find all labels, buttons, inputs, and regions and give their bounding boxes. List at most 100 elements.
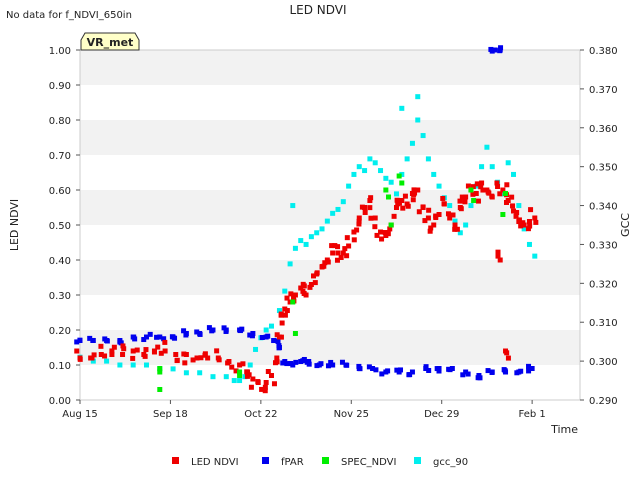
point-gcc-90 [425, 156, 431, 162]
point-gcc-90 [346, 183, 352, 189]
legend-item-fpar: fPAR [262, 457, 304, 468]
y-left-tick-label: 0.50 [49, 221, 71, 232]
x-tick-label: Aug 15 [62, 409, 97, 420]
point-gcc-90 [130, 362, 136, 368]
point-fpar [498, 45, 504, 51]
site-badge-label: VR_met [87, 36, 134, 49]
point-led-ndvi [394, 197, 400, 203]
point-led-ndvi [340, 250, 346, 256]
point-led-ndvi [511, 208, 517, 214]
y-right-tick-label: 0.350 [589, 163, 618, 174]
point-led-ndvi [342, 246, 348, 252]
point-led-ndvi [454, 226, 460, 232]
point-led-ndvi [516, 217, 522, 223]
point-fpar [181, 328, 187, 334]
point-led-ndvi [356, 218, 362, 224]
legend-label: gcc_90 [433, 457, 468, 468]
point-fpar [366, 364, 372, 370]
point-gcc-90 [383, 175, 389, 181]
grid-band [80, 295, 580, 330]
y-left-tick-label: 1.00 [49, 46, 71, 57]
point-led-ndvi [332, 243, 338, 249]
x-tick-label: Feb 1 [519, 409, 546, 420]
point-led-ndvi [497, 257, 503, 263]
legend-label: fPAR [281, 457, 304, 468]
point-gcc-90 [393, 191, 399, 197]
point-gcc-90 [500, 191, 506, 197]
point-fpar [514, 370, 520, 376]
point-led-ndvi [344, 235, 350, 241]
point-led-ndvi [470, 184, 476, 190]
point-gcc-90 [237, 378, 243, 384]
point-led-ndvi [509, 194, 515, 200]
point-fpar [161, 336, 167, 342]
point-led-ndvi [279, 320, 285, 326]
point-led-ndvi [244, 369, 250, 375]
point-gcc-90 [409, 140, 415, 146]
x-tick-label: Dec 29 [424, 409, 459, 420]
series-fpar [74, 45, 535, 381]
point-gcc-90 [351, 171, 357, 177]
grid-band [80, 225, 580, 260]
point-led-ndvi [246, 372, 252, 378]
point-led-ndvi [474, 181, 480, 187]
series-led-ndvi [74, 180, 539, 394]
grid-band [80, 330, 580, 365]
point-fpar [426, 367, 432, 373]
legend-swatch [414, 457, 421, 464]
point-fpar [90, 337, 96, 343]
point-gcc-90 [324, 218, 330, 224]
point-spec-ndvi [237, 369, 243, 375]
y-left-tick-label: 0.40 [49, 256, 71, 267]
point-led-ndvi [385, 231, 391, 237]
x-axis-label: Time [550, 423, 578, 436]
point-led-ndvi [274, 355, 280, 361]
point-led-ndvi [379, 236, 385, 242]
point-led-ndvi [362, 209, 368, 215]
point-led-ndvi [514, 210, 520, 216]
point-led-ndvi [368, 195, 374, 201]
point-spec-ndvi [396, 173, 402, 179]
point-gcc-90 [415, 94, 421, 100]
point-led-ndvi [120, 352, 126, 357]
legend: LED NDVI fPAR SPEC_NDVI gcc_90 [172, 457, 468, 468]
point-gcc-90 [247, 362, 253, 368]
point-led-ndvi [344, 253, 350, 259]
point-gcc-90 [447, 203, 453, 209]
grid-band [80, 365, 580, 400]
point-fpar [318, 361, 324, 367]
point-led-ndvi [500, 187, 506, 193]
point-led-ndvi [278, 311, 284, 317]
point-fpar [460, 372, 466, 378]
point-gcc-90 [505, 160, 511, 166]
point-led-ndvi [335, 250, 341, 256]
y-right-tick-label: 0.320 [589, 279, 618, 290]
point-fpar [102, 336, 108, 342]
point-fpar [330, 362, 336, 368]
point-fpar [209, 328, 215, 334]
point-fpar [339, 359, 345, 365]
point-led-ndvi [436, 212, 442, 217]
point-gcc-90 [367, 156, 373, 162]
site-badge: VR_met [80, 32, 140, 51]
point-led-ndvi [263, 380, 269, 385]
point-fpar [131, 334, 137, 340]
point-led-ndvi [262, 388, 268, 394]
point-led-ndvi [338, 254, 344, 260]
point-led-ndvi [359, 204, 365, 210]
y-left-tick-label: 0.00 [49, 396, 71, 407]
point-led-ndvi [416, 209, 422, 215]
point-spec-ndvi [290, 299, 296, 305]
point-fpar [259, 334, 265, 340]
grid-band [80, 190, 580, 225]
point-led-ndvi [291, 295, 297, 301]
point-fpar [409, 369, 415, 375]
point-led-ndvi [346, 243, 352, 249]
point-led-ndvi [445, 211, 451, 217]
point-spec-ndvi [388, 222, 394, 228]
point-gcc-90 [335, 206, 341, 212]
point-fpar [284, 361, 290, 367]
y-left-tick-label: 0.70 [49, 151, 71, 162]
point-led-ndvi [109, 352, 115, 357]
chart-title: LED NDVI [289, 3, 346, 17]
